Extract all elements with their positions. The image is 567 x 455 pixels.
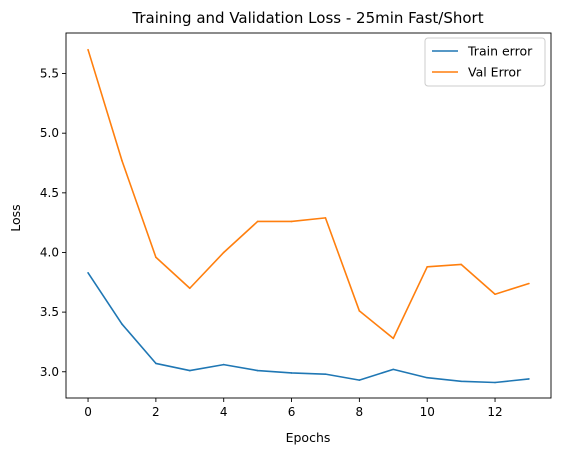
y-tick-label: 5.5 xyxy=(40,67,59,81)
data-point xyxy=(87,271,89,274)
data-point xyxy=(188,369,191,372)
data-point xyxy=(460,380,462,383)
legend-label: Train error xyxy=(467,44,533,59)
data-point xyxy=(290,372,293,374)
data-point xyxy=(324,217,327,219)
x-tick-label: 6 xyxy=(288,405,296,419)
data-point xyxy=(358,310,361,312)
x-tick-label: 8 xyxy=(356,405,364,419)
data-point xyxy=(494,381,496,384)
y-tick-label: 3.5 xyxy=(40,305,59,319)
chart-title: Training and Validation Loss - 25min Fas… xyxy=(131,9,483,27)
x-tick-label: 0 xyxy=(84,405,92,419)
legend-label: Val Error xyxy=(468,65,522,80)
legend: Train error Val Error xyxy=(424,37,546,87)
data-point xyxy=(121,159,123,162)
series-line-val-error xyxy=(87,49,530,340)
series-line-train-error xyxy=(87,272,530,384)
data-point xyxy=(222,251,225,254)
x-tick-label: 2 xyxy=(152,405,160,419)
y-tick-label: 4.0 xyxy=(40,245,59,259)
x-axis-label: Epochs xyxy=(286,430,331,445)
data-point xyxy=(392,368,395,371)
data-point xyxy=(426,265,429,268)
data-point xyxy=(121,323,123,325)
y-axis-label: Loss xyxy=(8,204,23,231)
x-tick-label: 10 xyxy=(420,405,435,419)
axis-ticks: 0 2 4 6 8 10 12 3.0 3.5 4.0 4.5 5.0 5.5 xyxy=(40,67,503,419)
data-point xyxy=(528,282,530,285)
data-point xyxy=(87,48,89,51)
y-tick-label: 3.0 xyxy=(40,365,59,379)
y-tick-label: 5.0 xyxy=(40,126,59,140)
data-point xyxy=(358,379,361,381)
data-point xyxy=(290,220,293,223)
data-point xyxy=(494,293,496,296)
data-point xyxy=(256,369,259,372)
x-tick-label: 12 xyxy=(487,405,502,419)
data-point xyxy=(188,287,191,290)
plot-area xyxy=(65,32,552,399)
data-point xyxy=(426,376,429,379)
data-point xyxy=(155,362,157,365)
legend-box xyxy=(424,37,546,87)
data-point xyxy=(256,220,259,223)
axes-frame xyxy=(65,32,552,399)
data-point xyxy=(155,256,157,259)
data-point xyxy=(392,337,395,340)
y-tick-label: 4.5 xyxy=(40,186,59,200)
data-point xyxy=(460,263,462,266)
data-point xyxy=(324,373,327,375)
x-tick-label: 4 xyxy=(220,405,228,419)
data-point xyxy=(528,378,530,380)
data-point xyxy=(222,363,225,366)
